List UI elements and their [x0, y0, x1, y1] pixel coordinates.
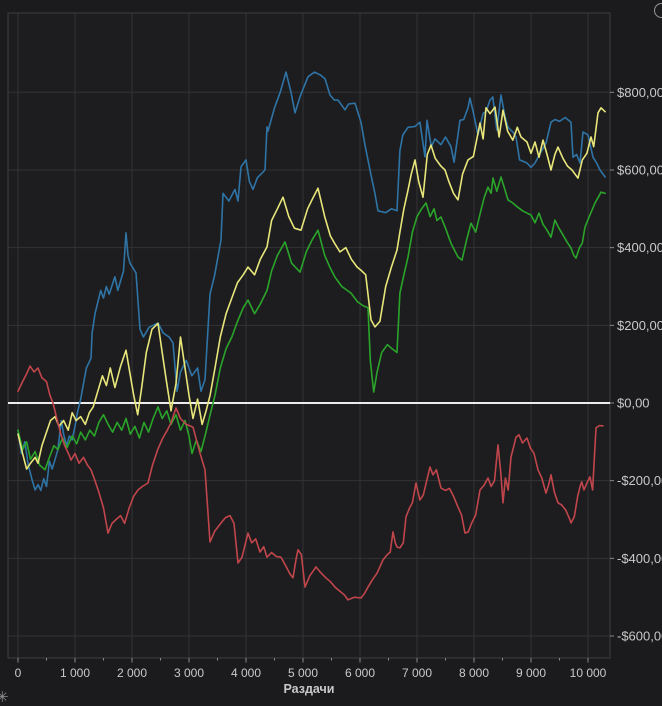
x-tick-label: 9 000 [516, 666, 546, 680]
circle-icon[interactable] [654, 3, 662, 18]
x-tick-label: 0 [15, 666, 22, 680]
x-tick-label: 4 000 [231, 666, 261, 680]
series-green-line [17, 176, 606, 471]
x-axis-title: Раздачи [283, 682, 335, 696]
y-tick-label: -$400,00 [617, 551, 662, 566]
x-tick-label: 8 000 [459, 666, 489, 680]
y-tick-label: -$600,00 [617, 629, 662, 644]
y-tick-label: $800,00 [617, 85, 662, 100]
x-tick-label: 7 000 [402, 666, 432, 680]
y-tick-label: $600,00 [617, 162, 662, 177]
settings-asterisk-icon[interactable]: ✳ [0, 689, 9, 706]
x-tick-label: 2 000 [117, 666, 147, 680]
plot-border [7, 12, 611, 659]
series-red-line [17, 365, 604, 601]
y-tick-label: -$200,00 [617, 473, 662, 488]
series-yellow-line [17, 106, 606, 470]
plot-area [8, 13, 610, 658]
y-tick-label: $0,00 [617, 396, 650, 411]
y-tick-label: $200,00 [617, 318, 662, 333]
x-tick-label: 10 000 [570, 666, 607, 680]
x-tick-label: 5 000 [288, 666, 318, 680]
x-tick-label: 6 000 [345, 666, 375, 680]
x-tick-label: 1 000 [60, 666, 90, 680]
y-tick-label: $400,00 [617, 240, 662, 255]
x-tick-label: 3 000 [174, 666, 204, 680]
